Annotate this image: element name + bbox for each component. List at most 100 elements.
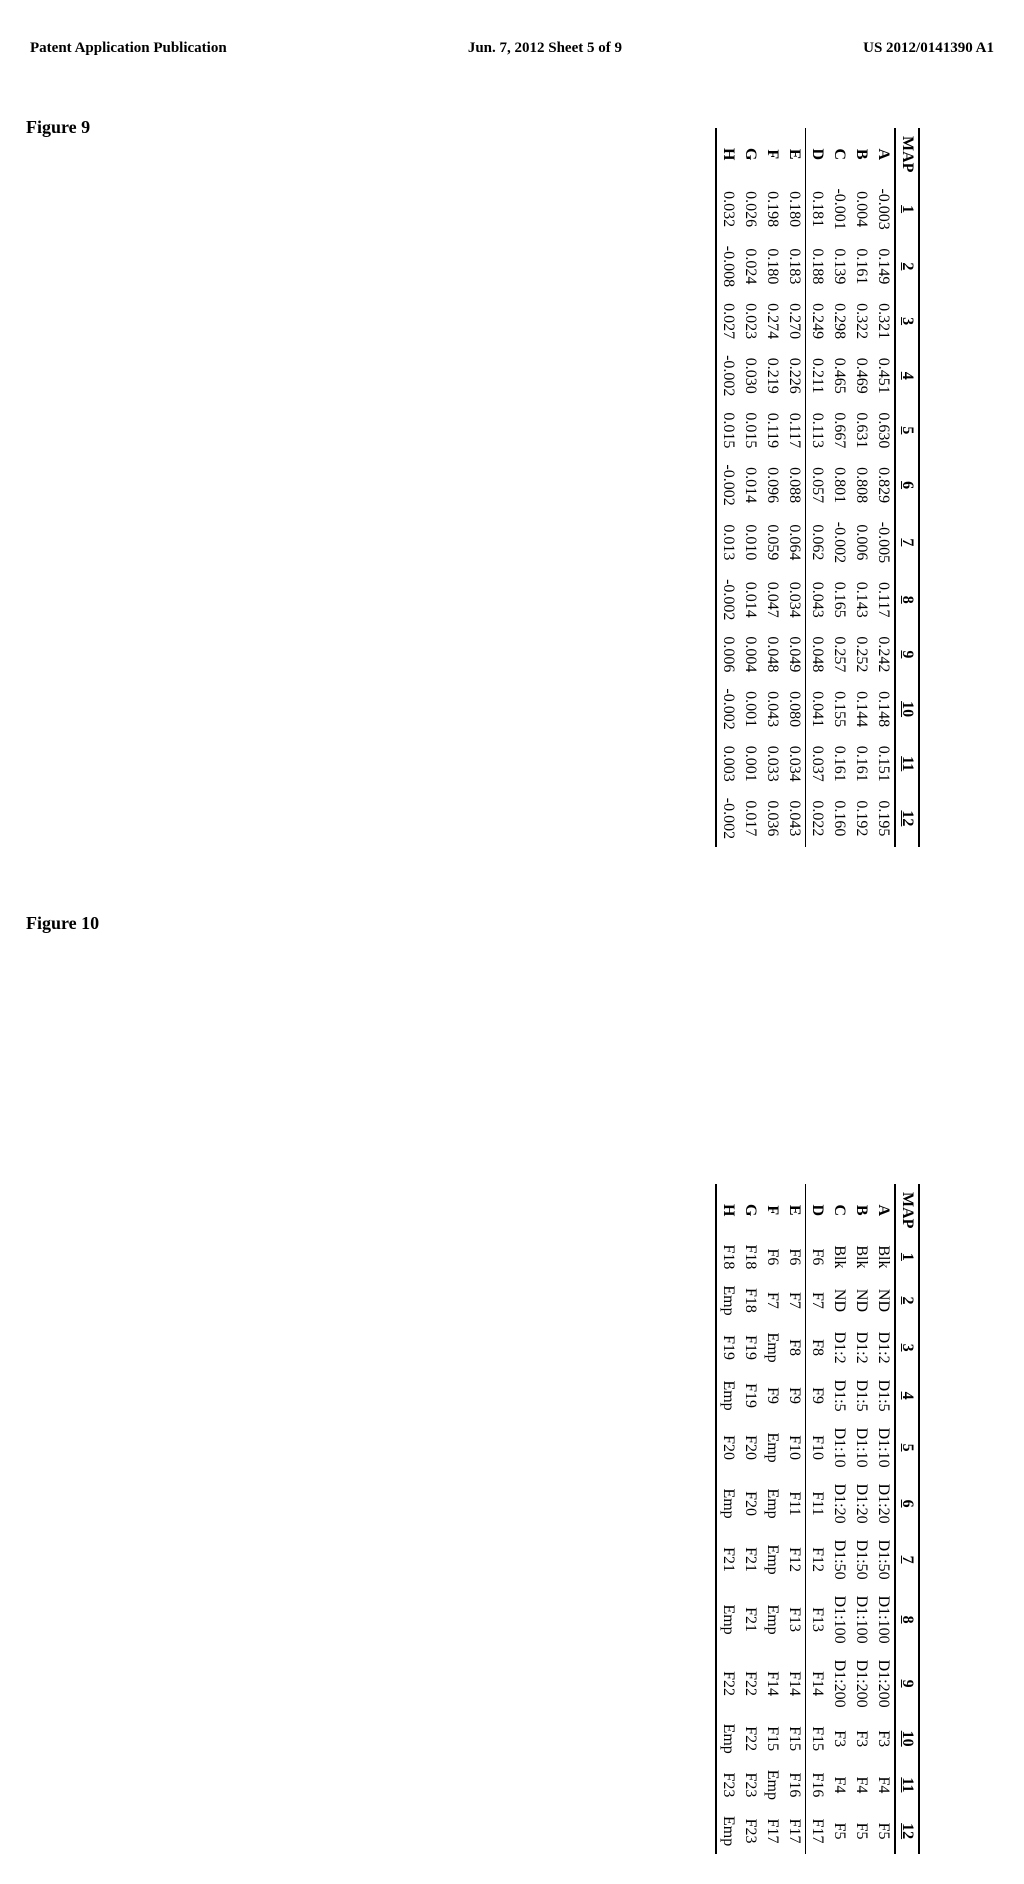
cell: 0.033 bbox=[761, 738, 783, 790]
cell: D1:2 bbox=[872, 1324, 895, 1372]
cell: 0.151 bbox=[872, 738, 895, 790]
page-header: Patent Application Publication Jun. 7, 2… bbox=[20, 40, 1004, 117]
cell: 0.252 bbox=[850, 628, 872, 680]
cell: F17 bbox=[806, 1808, 829, 1854]
col-3: 3 bbox=[895, 295, 919, 347]
cell: ND bbox=[828, 1277, 850, 1323]
table-row: DF6F7F8F9F10F11F12F13F14F15F16F17 bbox=[806, 1184, 829, 1854]
cell: 0.274 bbox=[761, 295, 783, 347]
cell: 0.014 bbox=[739, 456, 761, 513]
row-label: E bbox=[783, 1184, 806, 1236]
row-label: G bbox=[739, 128, 761, 180]
cell: 0.165 bbox=[828, 571, 850, 628]
col-1: 1 bbox=[895, 180, 919, 237]
cell: F15 bbox=[761, 1716, 783, 1762]
cell: 0.148 bbox=[872, 680, 895, 737]
cell: F21 bbox=[739, 1588, 761, 1652]
cell: 0.219 bbox=[761, 347, 783, 404]
cell: F23 bbox=[739, 1808, 761, 1854]
row-label: D bbox=[806, 1184, 829, 1236]
cell: 0.043 bbox=[783, 790, 806, 847]
cell: 0.024 bbox=[739, 238, 761, 295]
cell: ND bbox=[872, 1277, 895, 1323]
row-label: F bbox=[761, 1184, 783, 1236]
col-12: 12 bbox=[895, 1808, 919, 1854]
cell: F12 bbox=[806, 1532, 829, 1588]
cell: Blk bbox=[828, 1236, 850, 1277]
cell: 0.013 bbox=[716, 514, 739, 571]
table-row: B0.0040.1610.3220.4690.6310.8080.0060.14… bbox=[850, 128, 872, 847]
cell: F3 bbox=[850, 1716, 872, 1762]
cell: 0.088 bbox=[783, 456, 806, 513]
cell: F5 bbox=[872, 1808, 895, 1854]
figure10-label: Figure 10 bbox=[26, 913, 1004, 934]
cell: Emp bbox=[716, 1372, 739, 1420]
cell: Emp bbox=[716, 1476, 739, 1532]
cell: F20 bbox=[716, 1420, 739, 1476]
cell: F21 bbox=[716, 1532, 739, 1588]
table-row: G0.0260.0240.0230.0300.0150.0140.0100.01… bbox=[739, 128, 761, 847]
cell: 0.144 bbox=[850, 680, 872, 737]
cell: F8 bbox=[783, 1324, 806, 1372]
cell: F11 bbox=[806, 1476, 829, 1532]
cell: -0.002 bbox=[716, 790, 739, 847]
cell: F13 bbox=[783, 1588, 806, 1652]
cell: Emp bbox=[716, 1588, 739, 1652]
cell: F18 bbox=[716, 1236, 739, 1277]
table-row: C-0.0010.1390.2980.4650.6670.801-0.0020.… bbox=[828, 128, 850, 847]
cell: 0.006 bbox=[850, 514, 872, 571]
cell: F13 bbox=[806, 1588, 829, 1652]
cell: D1:5 bbox=[850, 1372, 872, 1420]
cell: 0.017 bbox=[739, 790, 761, 847]
cell: 0.036 bbox=[761, 790, 783, 847]
table-row: GF18F18F19F19F20F20F21F21F22F22F23F23 bbox=[739, 1184, 761, 1854]
cell: 0.032 bbox=[716, 180, 739, 237]
col-6: 6 bbox=[895, 1476, 919, 1532]
cell: 0.211 bbox=[806, 347, 829, 404]
header-right: US 2012/0141390 A1 bbox=[863, 40, 994, 57]
cell: 0.026 bbox=[739, 180, 761, 237]
cell: F4 bbox=[872, 1762, 895, 1808]
cell: 0.322 bbox=[850, 295, 872, 347]
cell: 0.139 bbox=[828, 238, 850, 295]
cell: F22 bbox=[739, 1716, 761, 1762]
cell: F7 bbox=[761, 1277, 783, 1323]
table-row: EF6F7F8F9F10F11F12F13F14F15F16F17 bbox=[783, 1184, 806, 1854]
cell: 0.149 bbox=[872, 238, 895, 295]
cell: F3 bbox=[872, 1716, 895, 1762]
cell: D1:2 bbox=[828, 1324, 850, 1372]
cell: 0.062 bbox=[806, 514, 829, 571]
cell: 0.049 bbox=[783, 628, 806, 680]
cell: F4 bbox=[828, 1762, 850, 1808]
cell: -0.001 bbox=[828, 180, 850, 237]
cell: 0.003 bbox=[716, 738, 739, 790]
figure9-table: MAP123456789101112 A-0.0030.1490.3210.45… bbox=[715, 128, 920, 847]
cell: F9 bbox=[783, 1372, 806, 1420]
col-8: 8 bbox=[895, 1588, 919, 1652]
cell: -0.002 bbox=[716, 680, 739, 737]
col-10: 10 bbox=[895, 680, 919, 737]
col-2: 2 bbox=[895, 238, 919, 295]
cell: Emp bbox=[761, 1762, 783, 1808]
cell: F21 bbox=[739, 1532, 761, 1588]
cell: -0.003 bbox=[872, 180, 895, 237]
cell: F7 bbox=[806, 1277, 829, 1323]
cell: Emp bbox=[716, 1808, 739, 1854]
cell: F11 bbox=[783, 1476, 806, 1532]
cell: F14 bbox=[806, 1652, 829, 1716]
row-label: A bbox=[872, 128, 895, 180]
cell: 0.117 bbox=[783, 404, 806, 456]
cell: F20 bbox=[739, 1420, 761, 1476]
cell: F15 bbox=[783, 1716, 806, 1762]
cell: F20 bbox=[739, 1476, 761, 1532]
row-label: B bbox=[850, 1184, 872, 1236]
col-11: 11 bbox=[895, 738, 919, 790]
row-label: B bbox=[850, 128, 872, 180]
cell: -0.008 bbox=[716, 238, 739, 295]
cell: F7 bbox=[783, 1277, 806, 1323]
cell: 0.183 bbox=[783, 238, 806, 295]
cell: 0.270 bbox=[783, 295, 806, 347]
cell: -0.002 bbox=[828, 514, 850, 571]
cell: 0.015 bbox=[716, 404, 739, 456]
cell: D1:10 bbox=[850, 1420, 872, 1476]
